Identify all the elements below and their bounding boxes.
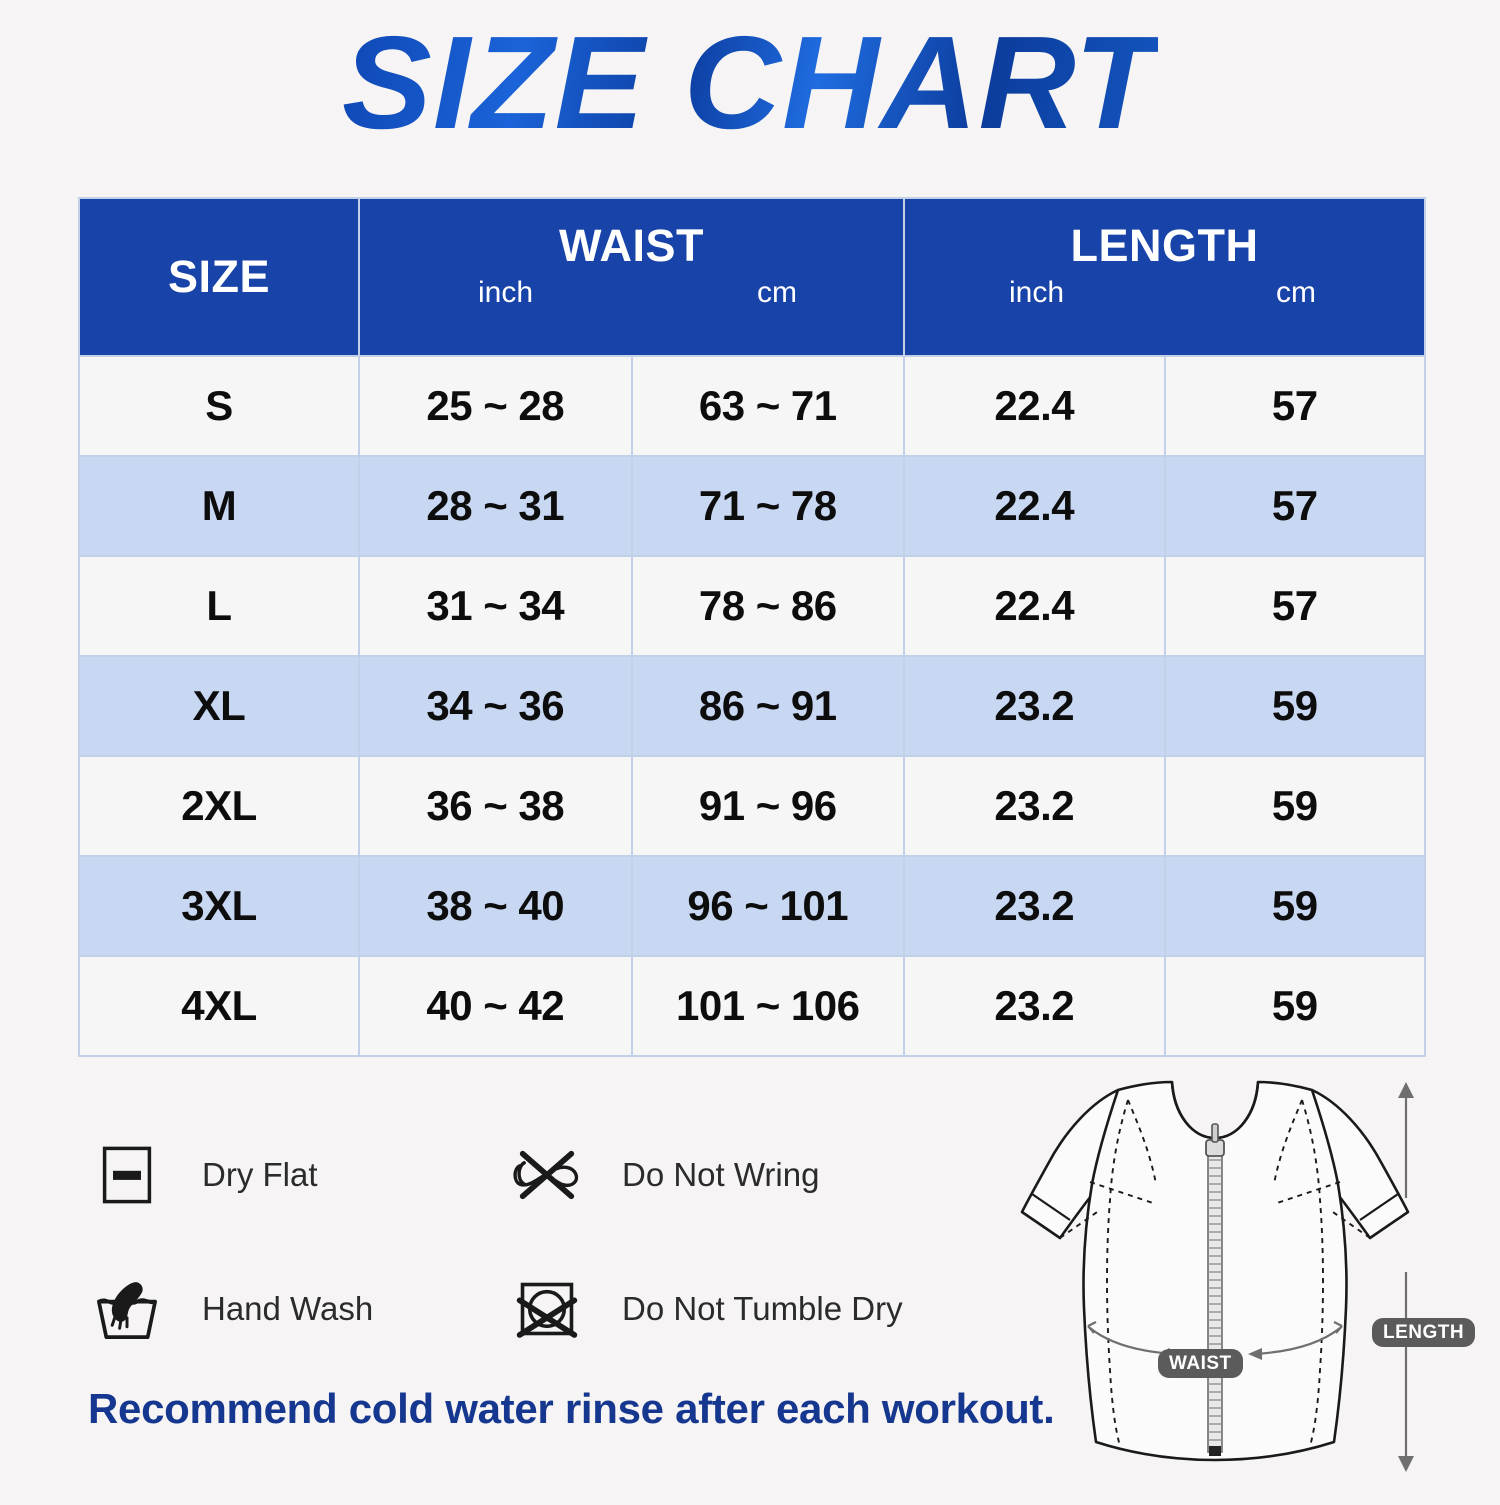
cell-size: 3XL [78,855,360,957]
cell-length-inch: 23.2 [903,955,1166,1057]
care-label-do-not-tumble-dry: Do Not Tumble Dry [622,1290,903,1327]
cell-waist-inch: 28 ~ 31 [358,455,633,557]
cell-length-cm: 59 [1163,655,1426,757]
care-label-dry-flat: Dry Flat [202,1156,318,1193]
column-header-waist-label: WAIST [559,220,704,271]
care-label-do-not-wring: Do Not Wring [622,1156,820,1193]
dry-flat-icon [88,1136,166,1214]
cell-waist-inch: 40 ~ 42 [358,955,633,1057]
care-item-do-not-wring: Do Not Wring [508,1136,948,1214]
cell-length-inch: 22.4 [903,355,1166,457]
length-measure-badge: LENGTH [1372,1318,1476,1347]
hand-wash-icon [88,1270,166,1348]
table-row: 3XL 38 ~ 40 96 ~ 101 23.2 59 [78,855,1426,957]
cell-size: 2XL [78,755,360,857]
footer-note: Recommend cold water rinse after each wo… [88,1385,1055,1432]
cell-size: M [78,455,360,557]
care-item-do-not-tumble-dry: Do Not Tumble Dry [508,1270,948,1348]
cell-waist-cm: 86 ~ 91 [630,655,905,757]
cell-size: L [78,555,360,657]
column-subheader-length-cm: cm [1276,276,1316,309]
cell-length-inch: 22.4 [903,555,1166,657]
cell-waist-inch: 31 ~ 34 [358,555,633,657]
care-item-hand-wash: Hand Wash [88,1270,508,1348]
cell-length-cm: 59 [1163,855,1426,957]
table-header: SIZE WAIST inch cm LENGTH inch cm [78,197,1426,357]
column-header-length: LENGTH inch cm [903,197,1426,357]
column-header-length-label: LENGTH [1070,220,1259,271]
title-container: SIZE CHART [0,9,1500,156]
do-not-wring-icon [508,1136,586,1214]
cell-waist-cm: 101 ~ 106 [630,955,905,1057]
table-row: L 31 ~ 34 78 ~ 86 22.4 57 [78,555,1426,657]
cell-size: 4XL [78,955,360,1057]
column-subheader-waist-cm: cm [757,276,797,309]
care-label-hand-wash: Hand Wash [202,1290,374,1327]
cell-waist-inch: 36 ~ 38 [358,755,633,857]
cell-waist-cm: 91 ~ 96 [630,755,905,857]
cell-size: XL [78,655,360,757]
cell-length-cm: 57 [1163,555,1426,657]
zipper-icon [1205,1123,1225,1456]
cell-size: S [78,355,360,457]
table-row: 2XL 36 ~ 38 91 ~ 96 23.2 59 [78,755,1426,857]
do-not-tumble-dry-icon [508,1270,586,1348]
garment-illustration [1020,1080,1414,1472]
waist-measure-badge: WAIST [1158,1349,1243,1378]
care-instructions: Dry Flat Do Not Wring [88,1108,968,1376]
cell-waist-inch: 34 ~ 36 [358,655,633,757]
cell-waist-cm: 96 ~ 101 [630,855,905,957]
care-item-dry-flat: Dry Flat [88,1136,508,1214]
cell-length-cm: 57 [1163,355,1426,457]
table-body: S 25 ~ 28 63 ~ 71 22.4 57 M 28 ~ 31 71 ~… [78,355,1426,1057]
cell-waist-cm: 63 ~ 71 [630,355,905,457]
column-subheader-waist-inch: inch [477,276,534,309]
size-chart-table: SIZE WAIST inch cm LENGTH inch cm [78,197,1426,1057]
table-row: XL 34 ~ 36 86 ~ 91 23.2 59 [78,655,1426,757]
cell-waist-inch: 38 ~ 40 [358,855,633,957]
cell-length-cm: 59 [1163,755,1426,857]
cell-waist-cm: 78 ~ 86 [630,555,905,657]
cell-length-inch: 22.4 [903,455,1166,557]
cell-length-cm: 57 [1163,455,1426,557]
table-header-row: SIZE WAIST inch cm LENGTH inch cm [78,197,1426,357]
column-subheader-length-inch: inch [1008,276,1065,309]
cell-length-inch: 23.2 [903,755,1166,857]
table-row: 4XL 40 ~ 42 101 ~ 106 23.2 59 [78,955,1426,1057]
garment-diagram: WAIST LENGTH [960,1060,1476,1500]
column-header-waist: WAIST inch cm [358,197,905,357]
table-row: S 25 ~ 28 63 ~ 71 22.4 57 [78,355,1426,457]
care-row-2: Hand Wash Do Not Tumble Dry [88,1242,968,1376]
cell-length-cm: 59 [1163,955,1426,1057]
care-row-1: Dry Flat Do Not Wring [88,1108,968,1242]
cell-waist-cm: 71 ~ 78 [630,455,905,557]
cell-waist-inch: 25 ~ 28 [358,355,633,457]
table-row: M 28 ~ 31 71 ~ 78 22.4 57 [78,455,1426,557]
column-header-size: SIZE [78,197,360,357]
page-title: SIZE CHART [342,9,1158,156]
cell-length-inch: 23.2 [903,655,1166,757]
cell-length-inch: 23.2 [903,855,1166,957]
